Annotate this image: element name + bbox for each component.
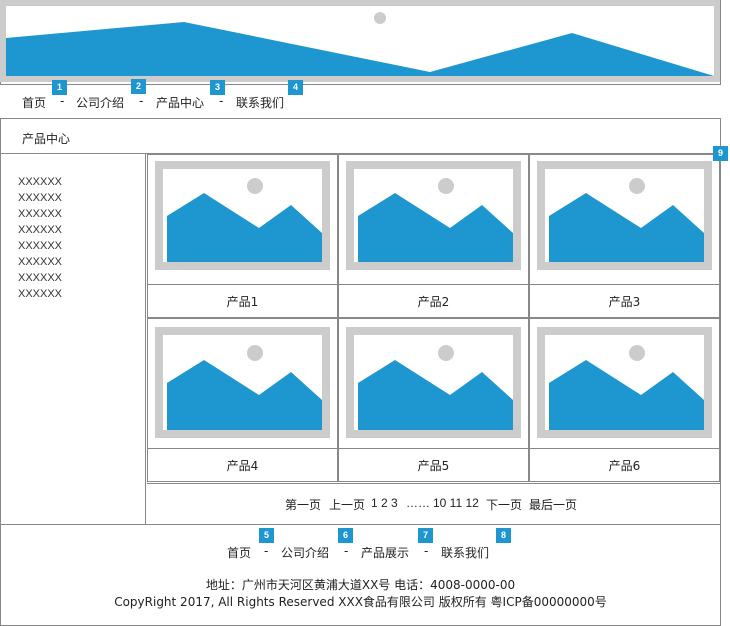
pager-first-button[interactable]: 第一页 [285, 498, 322, 512]
nav-item-products[interactable]: 产品中心 [156, 96, 205, 110]
annotation-badge: 6 [338, 528, 353, 543]
nav-separator: - [219, 94, 224, 108]
sidebar-item[interactable]: XXXXXX [18, 272, 63, 284]
product-label-cell: 产品1 [147, 284, 338, 318]
product-name[interactable]: 产品6 [608, 459, 641, 473]
nav-separator: - [139, 94, 144, 108]
banner-image-placeholder [6, 6, 714, 76]
sidebar-item[interactable]: XXXXXX [18, 176, 63, 188]
breadcrumb-label: 产品中心 [22, 132, 71, 146]
annotation-badge: 5 [259, 528, 274, 543]
product-label-cell: 产品4 [147, 448, 338, 482]
footer-copyright: CopyRight 2017, All Rights Reserved XXX食… [114, 595, 607, 609]
top-nav: 首页 - 公司介绍 - 产品中心 - 联系我们 [0, 84, 721, 119]
annotation-badge: 4 [288, 80, 303, 95]
footer-separator: - [264, 544, 269, 558]
product-label-cell: 产品6 [529, 448, 720, 482]
nav-item-about[interactable]: 公司介绍 [76, 96, 125, 110]
nav-item-contact[interactable]: 联系我们 [236, 96, 285, 110]
image-icon [549, 345, 704, 430]
image-icon [167, 345, 322, 430]
footer-link-products[interactable]: 产品展示 [361, 546, 410, 560]
footer-address: 地址：广州市天河区黄浦大道XX号 电话：4008-0000-00 [205, 578, 516, 592]
footer-separator: - [344, 544, 349, 558]
image-icon [358, 178, 513, 262]
product-card[interactable] [529, 154, 720, 285]
pager-prev-button[interactable]: 上一页 [329, 498, 366, 512]
image-icon [6, 12, 714, 76]
product-image[interactable] [346, 161, 521, 270]
product-name[interactable]: 产品1 [226, 295, 259, 309]
product-image[interactable] [155, 327, 330, 438]
product-label-cell: 产品5 [338, 448, 529, 482]
annotation-badge: 2 [131, 79, 146, 94]
product-card[interactable] [338, 154, 529, 285]
pager-last-button[interactable]: 最后一页 [529, 498, 578, 512]
banner [0, 0, 720, 82]
product-image[interactable] [346, 327, 521, 438]
product-name[interactable]: 产品2 [417, 295, 450, 309]
pager-ellipsis: …… [406, 496, 430, 510]
sidebar: XXXXXX XXXXXX XXXXXX XXXXXX XXXXXX XXXXX… [0, 154, 146, 525]
footer-separator: - [424, 544, 429, 558]
annotation-badge: 3 [210, 80, 225, 95]
nav-separator: - [60, 94, 65, 108]
annotation-badge: 8 [496, 528, 511, 543]
product-card[interactable] [147, 154, 338, 285]
annotation-badge: 7 [418, 528, 433, 543]
nav-item-home[interactable]: 首页 [22, 96, 47, 110]
product-name[interactable]: 产品5 [417, 459, 450, 473]
pager-pages-start[interactable]: 1 2 3 [371, 496, 398, 510]
product-label-cell: 产品3 [529, 284, 720, 318]
image-icon [549, 178, 704, 262]
footer-link-home[interactable]: 首页 [227, 546, 252, 560]
product-image[interactable] [155, 161, 330, 270]
sidebar-item[interactable]: XXXXXX [18, 288, 63, 300]
footer-link-about[interactable]: 公司介绍 [281, 546, 330, 560]
product-image[interactable] [537, 327, 712, 438]
product-card[interactable] [338, 318, 529, 449]
sidebar-item[interactable]: XXXXXX [18, 192, 63, 204]
footer: 首页 - 公司介绍 - 产品展示 - 联系我们 地址：广州市天河区黄浦大道XX号… [0, 524, 721, 626]
annotation-badge: 9 [713, 146, 728, 161]
pager-next-button[interactable]: 下一页 [486, 498, 523, 512]
pager-pages-end[interactable]: 10 11 12 [433, 496, 479, 510]
footer-link-contact[interactable]: 联系我们 [441, 546, 490, 560]
product-name[interactable]: 产品4 [226, 459, 259, 473]
product-image[interactable] [537, 161, 712, 270]
sidebar-item[interactable]: XXXXXX [18, 224, 63, 236]
sidebar-item[interactable]: XXXXXX [18, 240, 63, 252]
pagination: 第一页 上一页 1 2 3 …… 10 11 12 下一页 最后一页 [147, 483, 721, 525]
image-icon [167, 178, 322, 262]
sidebar-list: XXXXXX XXXXXX XXXXXX XXXXXX XXXXXX XXXXX… [18, 174, 62, 302]
product-name[interactable]: 产品3 [608, 295, 641, 309]
product-card[interactable] [147, 318, 338, 449]
breadcrumb: 产品中心 [0, 120, 721, 154]
sidebar-item[interactable]: XXXXXX [18, 208, 63, 220]
product-label-cell: 产品2 [338, 284, 529, 318]
product-card[interactable] [529, 318, 720, 449]
image-icon [358, 345, 513, 430]
annotation-badge: 1 [52, 80, 67, 95]
sidebar-item[interactable]: XXXXXX [18, 256, 63, 268]
